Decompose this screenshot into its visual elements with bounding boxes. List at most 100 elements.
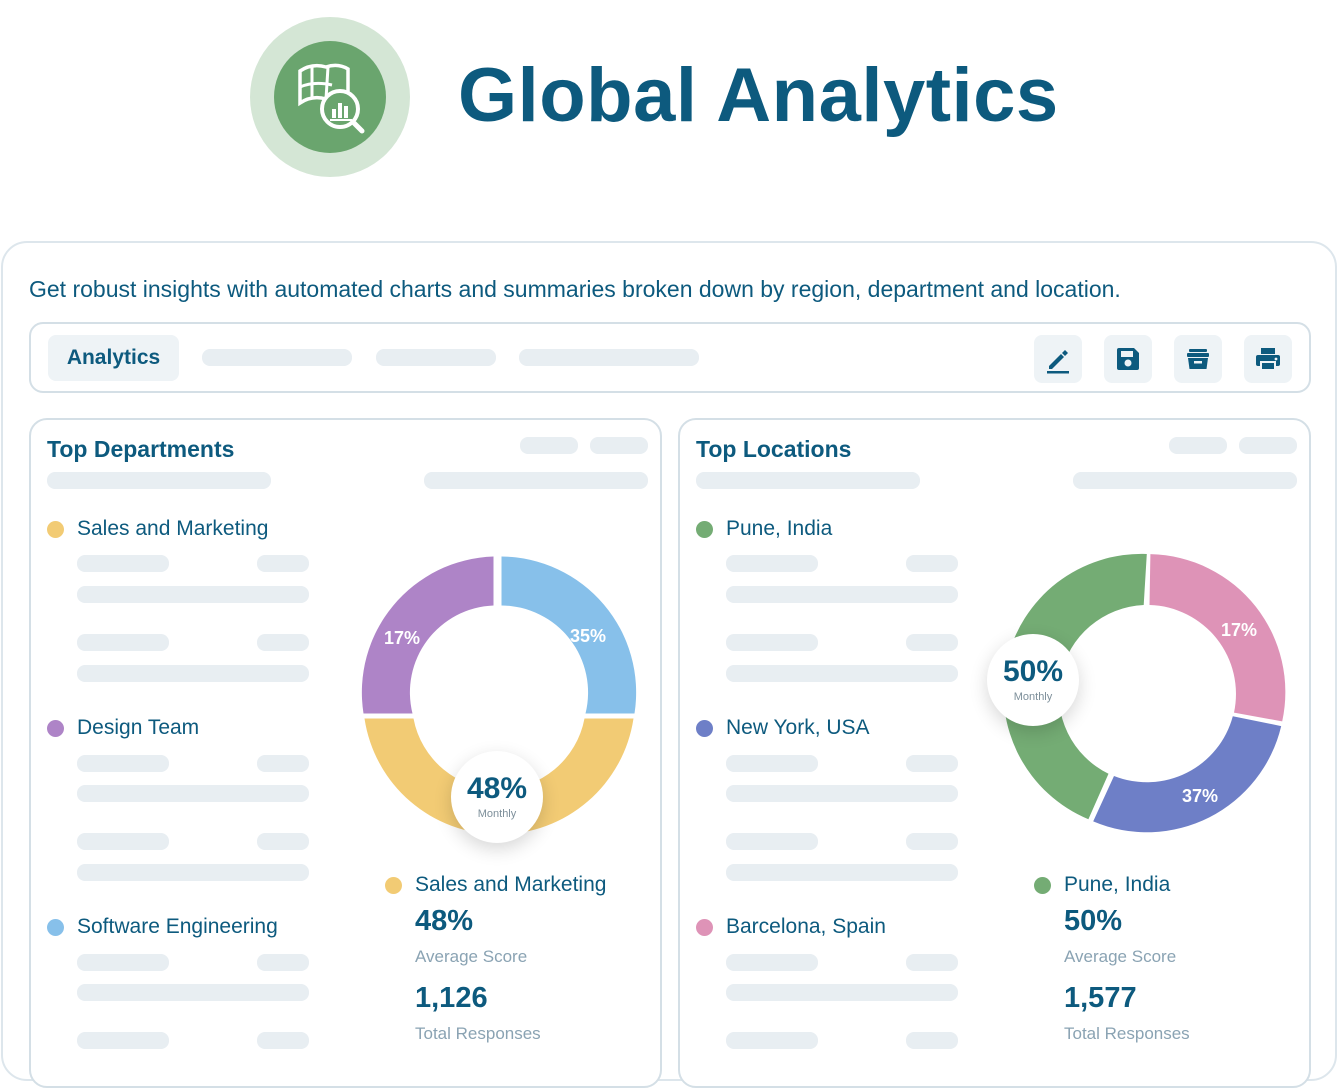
placeholder-bar xyxy=(257,755,309,772)
placeholder-bar xyxy=(77,984,309,1001)
tab-placeholder[interactable] xyxy=(202,349,352,366)
archive-icon xyxy=(1187,349,1209,369)
donut-segment-new-york[interactable] xyxy=(1093,716,1282,833)
donut-label: 17% xyxy=(1221,620,1257,640)
donut-segment-software-engineering[interactable] xyxy=(501,556,637,714)
placeholder-bar xyxy=(77,1032,169,1049)
print-button[interactable] xyxy=(1244,335,1292,383)
badge-label: Monthly xyxy=(1013,691,1053,703)
legend-dot xyxy=(47,520,64,538)
placeholder-bar xyxy=(77,665,309,682)
legend-label: Pune, India xyxy=(726,517,833,540)
placeholder-bar xyxy=(77,634,169,651)
placeholder-bar xyxy=(726,755,818,772)
placeholder-bar xyxy=(726,833,818,850)
donut-segment-design-team[interactable] xyxy=(361,556,494,714)
legend-item[interactable]: Sales and Marketing xyxy=(47,517,268,541)
legend-label: New York, USA xyxy=(726,716,870,739)
summary-score-label: Average Score xyxy=(1064,947,1177,966)
save-icon xyxy=(1117,348,1139,370)
placeholder-bar xyxy=(77,586,309,603)
donut-segment-barcelona[interactable] xyxy=(1149,554,1286,722)
legend-dot xyxy=(47,918,64,936)
placeholder-bar xyxy=(257,634,309,651)
legend-item[interactable]: New York, USA xyxy=(696,716,870,740)
tab-placeholder[interactable] xyxy=(519,349,699,366)
summary-score: 48% xyxy=(415,905,474,937)
placeholder-bar xyxy=(726,555,818,572)
edit-icon xyxy=(1047,350,1069,374)
legend-dot xyxy=(696,719,713,737)
placeholder-bar xyxy=(520,437,578,454)
location-donut-chart: 17% 37% xyxy=(1003,553,1286,833)
summary-item: Sales and Marketing xyxy=(385,873,606,897)
placeholder-bar xyxy=(906,555,958,572)
summary-name: Sales and Marketing xyxy=(415,873,607,896)
placeholder-bar xyxy=(726,785,958,802)
placeholder-bar xyxy=(906,634,958,651)
archive-button[interactable] xyxy=(1174,335,1222,383)
tab-analytics[interactable]: Analytics xyxy=(48,335,179,381)
summary-item: Pune, India xyxy=(1034,873,1170,897)
badge-label: Monthly xyxy=(477,808,517,820)
donut-label: 37% xyxy=(1182,786,1218,806)
legend-item[interactable]: Software Engineering xyxy=(47,915,278,939)
department-donut-chart: 35% 17% xyxy=(361,556,637,835)
app-logo xyxy=(250,17,410,177)
badge-value: 50% xyxy=(1002,655,1064,688)
donut-segment-sales-marketing[interactable] xyxy=(364,718,634,835)
donut-center-badge: 50% Monthly xyxy=(987,634,1079,726)
placeholder-bar xyxy=(257,1032,309,1049)
legend-item[interactable]: Design Team xyxy=(47,716,199,740)
placeholder-bar xyxy=(906,1032,958,1049)
legend-dot xyxy=(696,918,713,936)
save-button[interactable] xyxy=(1104,335,1152,383)
placeholder-bar xyxy=(77,755,169,772)
placeholder-bar xyxy=(726,1032,818,1049)
legend-dot xyxy=(696,520,713,538)
placeholder-bar xyxy=(77,833,169,850)
placeholder-bar xyxy=(726,954,818,971)
panel-title: Top Locations xyxy=(696,436,852,462)
placeholder-bar xyxy=(906,954,958,971)
legend-item[interactable]: Pune, India xyxy=(696,517,832,541)
placeholder-bar xyxy=(257,833,309,850)
summary-score: 50% xyxy=(1064,905,1123,937)
legend-dot xyxy=(1034,876,1051,894)
legend-item[interactable]: Barcelona, Spain xyxy=(696,915,886,939)
placeholder-bar xyxy=(726,634,818,651)
donut-label: 35% xyxy=(570,626,606,646)
toolbar: Analytics xyxy=(29,322,1311,393)
summary-responses: 1,577 xyxy=(1064,982,1137,1014)
placeholder-bar xyxy=(77,555,169,572)
placeholder-bar xyxy=(424,472,648,489)
globe-analytics-icon xyxy=(298,63,365,134)
legend-label: Design Team xyxy=(77,716,200,739)
placeholder-bar xyxy=(696,472,920,489)
donut-segment-pune[interactable] xyxy=(1003,553,1147,820)
placeholder-bar xyxy=(257,954,309,971)
placeholder-bar xyxy=(906,755,958,772)
placeholder-bar xyxy=(1073,472,1297,489)
edit-button[interactable] xyxy=(1034,335,1082,383)
summary-name: Pune, India xyxy=(1064,873,1171,896)
legend-label: Sales and Marketing xyxy=(77,517,269,540)
donut-label: 17% xyxy=(384,628,420,648)
placeholder-bar xyxy=(726,665,958,682)
app-title: Global Analytics xyxy=(458,53,1059,138)
summary-responses-label: Total Responses xyxy=(415,1024,541,1043)
departments-panel: Top Departments Sales and Marketing Desi… xyxy=(29,418,662,1088)
legend-dot xyxy=(385,876,402,894)
logo-badge xyxy=(274,41,386,153)
placeholder-bar xyxy=(1239,437,1297,454)
placeholder-bar xyxy=(726,984,958,1001)
placeholder-bar xyxy=(257,555,309,572)
placeholder-bar xyxy=(47,472,271,489)
tagline: Get robust insights with automated chart… xyxy=(29,276,1121,302)
placeholder-bar xyxy=(77,785,309,802)
tab-placeholder[interactable] xyxy=(376,349,496,366)
legend-label: Software Engineering xyxy=(77,915,278,938)
placeholder-bar xyxy=(1169,437,1227,454)
placeholder-bar xyxy=(726,864,958,881)
summary-score-label: Average Score xyxy=(415,947,528,966)
